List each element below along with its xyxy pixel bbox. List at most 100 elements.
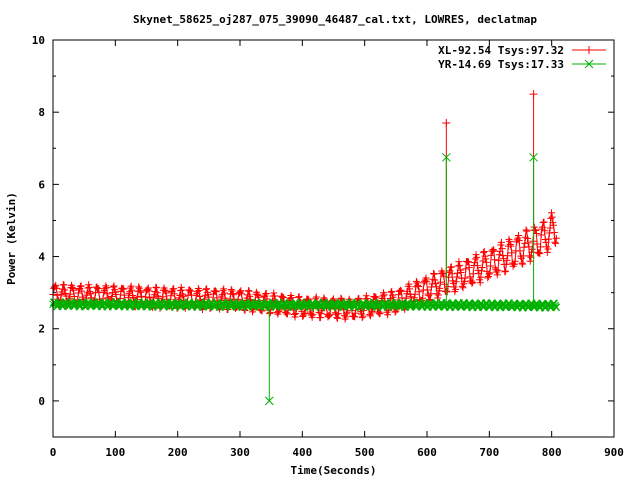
data-point — [503, 256, 511, 264]
data-point — [414, 283, 422, 291]
data-point — [301, 309, 309, 317]
data-point — [472, 251, 480, 259]
data-point — [493, 271, 501, 279]
data-point — [262, 290, 270, 298]
data-point — [246, 292, 254, 300]
data-point — [519, 260, 527, 268]
plot-frame — [52, 39, 615, 438]
data-point — [462, 265, 470, 273]
data-point — [518, 259, 526, 267]
spike-point — [264, 396, 274, 406]
data-point — [547, 209, 555, 217]
data-point — [153, 284, 161, 292]
legend-label-xl: XL-92.54 Tsys:97.32 — [438, 44, 564, 57]
data-point — [491, 256, 499, 264]
data-point — [447, 263, 455, 271]
data-point — [443, 288, 451, 296]
data-point — [451, 285, 459, 293]
data-point — [444, 283, 452, 291]
data-point — [120, 291, 128, 299]
data-point — [312, 293, 320, 301]
data-point — [506, 237, 514, 245]
data-point — [452, 278, 460, 286]
data-point — [124, 293, 132, 301]
data-point — [508, 249, 516, 257]
data-point — [350, 312, 358, 320]
data-point — [53, 291, 61, 299]
data-point — [432, 283, 440, 291]
x-tick-label: 0 — [50, 446, 57, 459]
axes: 0 100 200 300 400 500 600 700 800 900 0 2 4 6 8 10 — [32, 34, 624, 459]
data-point — [342, 310, 350, 318]
data-point — [430, 269, 438, 277]
data-point — [454, 262, 462, 270]
data-point — [270, 292, 278, 300]
data-point — [501, 268, 509, 276]
data-point — [515, 232, 523, 240]
data-point — [544, 245, 552, 253]
data-point — [460, 278, 468, 286]
y-tick-label: 6 — [38, 178, 45, 191]
data-point — [543, 248, 551, 256]
data-point — [414, 281, 422, 289]
data-point — [52, 284, 60, 292]
data-point — [486, 269, 494, 277]
legend-marker-1 — [584, 59, 594, 69]
data-point — [482, 255, 490, 263]
data-point — [438, 269, 446, 277]
data-point — [466, 273, 474, 281]
data-point — [507, 242, 515, 250]
data-point — [430, 270, 438, 278]
chart-title: Skynet_58625_oj287_075_39090_46487_cal.t… — [133, 13, 537, 26]
data-point — [92, 289, 100, 297]
data-point — [539, 219, 547, 227]
data-point — [545, 235, 553, 243]
data-point — [522, 226, 530, 234]
data-point — [309, 311, 317, 319]
data-point — [384, 311, 392, 319]
data-point — [547, 214, 555, 222]
data-point — [528, 245, 536, 253]
y-tick-label: 8 — [38, 106, 45, 119]
data-point — [196, 293, 204, 301]
data-point — [533, 240, 541, 248]
data-point — [473, 262, 481, 270]
data-point — [170, 290, 178, 298]
data-point — [436, 284, 444, 292]
data-point — [129, 294, 137, 302]
data-point — [278, 292, 286, 300]
data-point — [494, 266, 502, 274]
data-point — [397, 287, 405, 295]
data-point — [497, 238, 505, 246]
data-point — [135, 283, 143, 291]
data-point — [476, 279, 484, 287]
data-point — [161, 286, 169, 294]
data-point — [110, 282, 118, 290]
data-point — [220, 289, 228, 297]
x-tick-label: 200 — [168, 446, 188, 459]
data-point — [388, 287, 396, 295]
data-point — [70, 286, 78, 294]
data-point — [194, 287, 202, 295]
data-point — [397, 286, 405, 294]
y-tick-label: 2 — [38, 323, 45, 336]
y-tick-label: 0 — [38, 395, 45, 408]
data-point — [146, 294, 154, 302]
x-tick-label: 600 — [417, 446, 437, 459]
data-point — [238, 290, 246, 298]
legend-marker-0 — [585, 46, 593, 54]
data-point — [161, 287, 169, 295]
x-tick-label: 900 — [604, 446, 624, 459]
data-point — [478, 263, 486, 271]
data-point — [510, 260, 518, 268]
data-point — [523, 235, 531, 243]
data-point — [270, 289, 278, 297]
data-point — [490, 247, 498, 255]
data-point — [220, 285, 228, 293]
data-point — [334, 314, 342, 322]
data-point — [133, 293, 141, 301]
data-point — [170, 285, 178, 293]
data-point — [334, 310, 342, 318]
data-point — [245, 287, 253, 295]
data-point — [237, 287, 245, 295]
